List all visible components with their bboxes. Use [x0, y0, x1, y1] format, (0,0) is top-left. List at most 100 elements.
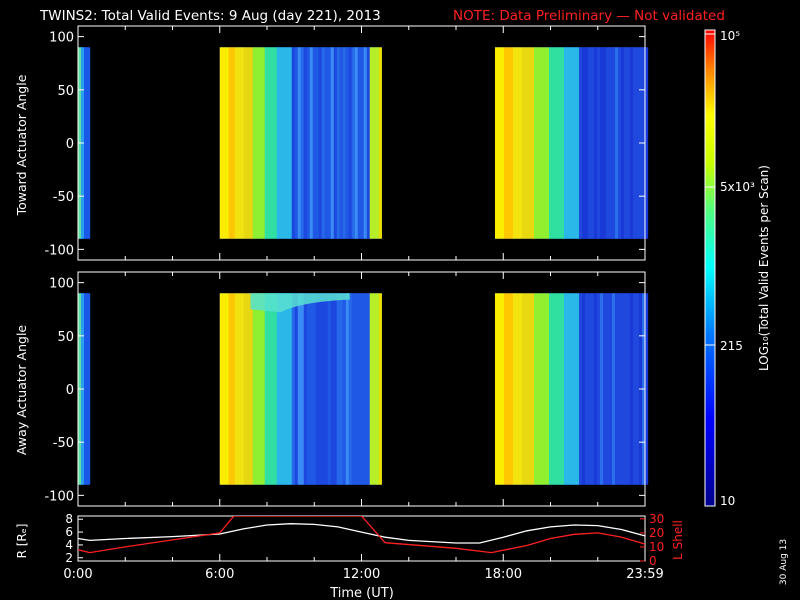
heatmap-column	[237, 293, 241, 485]
heatmap-column	[237, 47, 241, 239]
heatmap-column	[545, 47, 550, 239]
left-y-tick-label: 8	[65, 512, 73, 526]
heatmap-column	[351, 47, 355, 239]
heatmap-column	[605, 293, 610, 485]
heatmap-column	[303, 47, 307, 239]
heatmap-column	[336, 293, 340, 485]
heatmap-column	[327, 293, 331, 485]
heatmap-column	[644, 47, 649, 239]
toward-panel: 100 50 0 -50 -100	[44, 25, 649, 261]
heatmap-column	[560, 293, 565, 485]
heatmap-column	[240, 293, 244, 485]
heatmap-column	[345, 47, 349, 239]
heatmap-column	[593, 47, 598, 239]
heatmap-column	[372, 293, 376, 485]
heatmap-column	[348, 47, 352, 239]
heatmap-column	[602, 293, 607, 485]
heatmap-column	[494, 47, 499, 239]
heatmap-column	[222, 47, 226, 239]
preliminary-note: NOTE: Data Preliminary — Not validated	[453, 8, 725, 24]
right-y-tick-label: 20	[649, 526, 664, 540]
heatmap-column	[255, 293, 259, 485]
heatmap-column	[533, 293, 538, 485]
time-xlabel: Time (UT)	[329, 586, 394, 600]
heatmap-column	[623, 47, 628, 239]
heatmap-column	[228, 47, 232, 239]
heatmap-column	[629, 47, 634, 239]
heatmap-column	[506, 47, 511, 239]
heatmap-column	[309, 293, 313, 485]
heatmap-column	[548, 47, 553, 239]
heatmap-column	[255, 47, 259, 239]
heatmap-column	[584, 47, 589, 239]
heatmap-column	[333, 47, 337, 239]
heatmap-column	[309, 47, 313, 239]
heatmap-column	[273, 293, 277, 485]
left-y-tick-label: 2	[65, 551, 73, 565]
heatmap-column	[261, 47, 265, 239]
heatmap-column	[312, 47, 316, 239]
y-tick-label: 50	[57, 84, 74, 99]
heatmap-column	[587, 293, 592, 485]
heatmap-column	[557, 47, 562, 239]
heatmap-column	[231, 293, 235, 485]
x-tick-label: 12:00	[343, 567, 380, 582]
heatmap-column	[243, 47, 247, 239]
heatmap-column	[318, 293, 322, 485]
heatmap-column	[533, 47, 538, 239]
heatmap-column	[84, 47, 88, 239]
heatmap-column	[569, 293, 574, 485]
heatmap-column	[258, 293, 262, 485]
heatmap-column	[494, 293, 499, 485]
heatmap-column	[267, 47, 271, 239]
heatmap-column	[351, 293, 355, 485]
heatmap-column	[527, 47, 532, 239]
heatmap-column	[563, 47, 568, 239]
heatmap-column	[288, 293, 292, 485]
heatmap-column	[542, 293, 547, 485]
heatmap-column	[276, 47, 280, 239]
heatmap-column	[608, 47, 613, 239]
heatmap-column	[557, 293, 562, 485]
heatmap-column	[500, 47, 505, 239]
heatmap-column	[500, 293, 505, 485]
heatmap-column	[578, 293, 583, 485]
heatmap-column	[572, 47, 577, 239]
heatmap-column	[246, 47, 250, 239]
heatmap-column	[512, 47, 517, 239]
heatmap-column	[264, 47, 268, 239]
heatmap-column	[566, 293, 571, 485]
x-tick-label: 6:00	[205, 567, 234, 582]
colorbar-label: LOG₁₀(Total Valid Events per Scan)	[757, 165, 771, 371]
heatmap-column	[234, 47, 238, 239]
heatmap-column	[249, 293, 253, 485]
heatmap-column	[617, 293, 622, 485]
heatmap-column	[219, 293, 223, 485]
heatmap-column	[545, 293, 550, 485]
heatmap-column	[285, 47, 289, 239]
heatmap-column	[87, 293, 91, 485]
heatmap-column	[342, 47, 346, 239]
heatmap-column	[276, 293, 280, 485]
heatmap-column	[336, 47, 340, 239]
heatmap-column	[587, 47, 592, 239]
heatmap-column	[348, 293, 352, 485]
heatmap-column	[342, 293, 346, 485]
heatmap-column	[560, 47, 565, 239]
heatmap-column	[515, 293, 520, 485]
heatmap-column	[330, 47, 334, 239]
heatmap-column	[363, 47, 367, 239]
date-stamp: 30 Aug 13	[779, 539, 789, 585]
heatmap-column	[611, 293, 616, 485]
y-tick-label: -100	[44, 489, 74, 504]
heatmap-column	[503, 47, 508, 239]
l-shell-line	[78, 516, 645, 554]
heatmap-column	[611, 47, 616, 239]
toward-ylabel: Toward Actuator Angle	[14, 74, 29, 216]
heatmap-column	[515, 47, 520, 239]
heatmap-column	[315, 47, 319, 239]
heatmap-column	[608, 293, 613, 485]
heatmap-column	[563, 293, 568, 485]
x-tick-label: 0:00	[63, 567, 92, 582]
